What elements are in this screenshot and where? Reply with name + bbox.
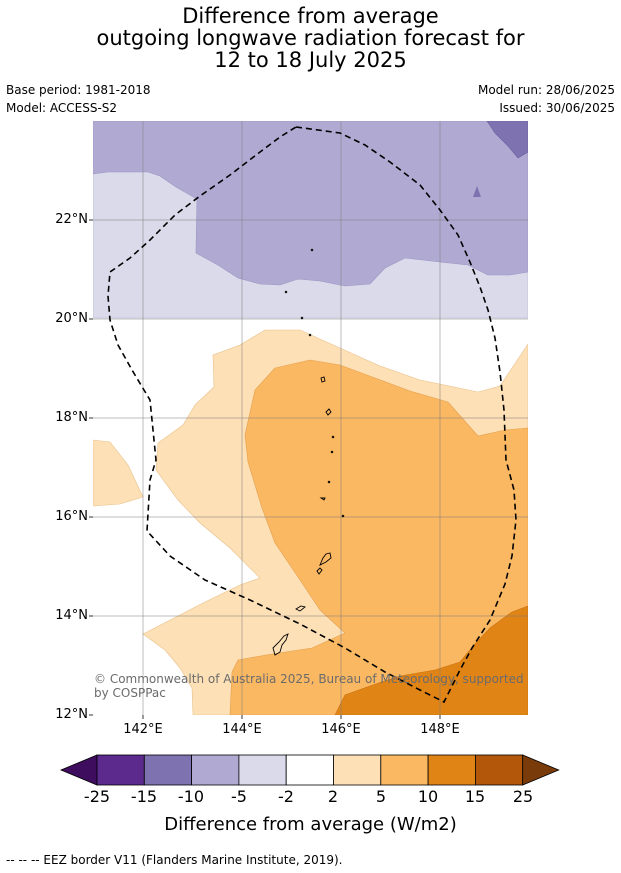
colorbar-under-arrow xyxy=(59,754,98,786)
colorbar-segment xyxy=(380,754,429,786)
colorbar-segment xyxy=(474,754,524,786)
lon-label-144e: 144°E xyxy=(222,722,262,737)
lon-label-142e: 142°E xyxy=(123,722,163,737)
colorbar-segment xyxy=(143,754,193,786)
colorbar-segment xyxy=(238,754,287,786)
title-line-1: Difference from average xyxy=(182,4,439,28)
eez-border xyxy=(107,126,517,704)
colorbar-segment xyxy=(285,754,334,786)
region-plus-5 xyxy=(229,359,528,715)
colorbar-segment xyxy=(333,754,382,786)
model-info: Base period: 1981-2018 Model: ACCESS-S2 xyxy=(6,81,151,117)
colorbar-title: Difference from average (W/m2) xyxy=(164,814,457,835)
lat-label-22n: 22°N xyxy=(55,212,88,227)
issued-date: Issued: 30/06/2025 xyxy=(499,101,615,115)
model-run-date: Model run: 28/06/2025 xyxy=(477,83,615,97)
run-info: Model run: 28/06/2025 Issued: 30/06/2025 xyxy=(478,81,615,117)
map-title: Difference from average outgoing longwav… xyxy=(0,5,621,71)
colorbar-tick-label: 10 xyxy=(417,787,439,806)
title-line-2: outgoing longwave radiation forecast for xyxy=(96,26,525,50)
region-minus-5 xyxy=(93,121,528,287)
tinian-island xyxy=(316,567,323,575)
colorbar-over-arrow xyxy=(522,754,560,786)
colorbar-segment xyxy=(191,754,240,786)
colorbar xyxy=(59,754,560,786)
base-period: Base period: 1981-2018 xyxy=(6,83,151,97)
pagan-island xyxy=(325,408,332,416)
rota-island xyxy=(295,605,306,612)
colorbar-tick-label: -25 xyxy=(83,787,111,806)
lon-label-146e: 146°E xyxy=(321,722,361,737)
saipan-island xyxy=(319,552,332,566)
lat-label-18n: 18°N xyxy=(55,410,88,425)
colorbar-tick-label: -10 xyxy=(177,787,205,806)
model-name: Model: ACCESS-S2 xyxy=(6,101,118,115)
colorbar-segment xyxy=(96,754,145,786)
colorbar-tick-label: 25 xyxy=(512,787,534,806)
region-plus-10 xyxy=(334,605,528,715)
island-outlines xyxy=(272,248,345,656)
colorbar-tick-label: -5 xyxy=(231,787,247,806)
eez-legend-footer: -- -- -- EEZ border V11 (Flanders Marine… xyxy=(6,853,343,867)
agrihan-island xyxy=(320,376,326,383)
lat-label-12n: 12°N xyxy=(55,707,88,722)
colorbar-segment xyxy=(427,754,476,786)
graticule xyxy=(93,121,528,715)
region-minus-10 xyxy=(486,121,528,159)
colorbar-tick-label: 5 xyxy=(375,787,387,806)
colorbar-tick-label: -2 xyxy=(278,787,294,806)
lat-label-20n: 20°N xyxy=(55,311,88,326)
colorbar-tick-label: -15 xyxy=(130,787,158,806)
colorbar-tick-label: 2 xyxy=(327,787,339,806)
axis-ticks xyxy=(89,219,441,719)
lon-label-148e: 148°E xyxy=(420,722,460,737)
copyright-notice: © Commonwealth of Australia 2025, Bureau… xyxy=(94,672,524,700)
region-minus-10-spot xyxy=(473,186,481,197)
guam-island xyxy=(272,633,289,656)
map-plot-area xyxy=(93,121,528,715)
title-line-3: 12 to 18 July 2025 xyxy=(214,48,407,72)
colorbar-tick-label: 15 xyxy=(464,787,486,806)
lat-label-16n: 16°N xyxy=(55,509,88,524)
lat-label-14n: 14°N xyxy=(55,608,88,623)
anatahan-island xyxy=(319,497,326,501)
